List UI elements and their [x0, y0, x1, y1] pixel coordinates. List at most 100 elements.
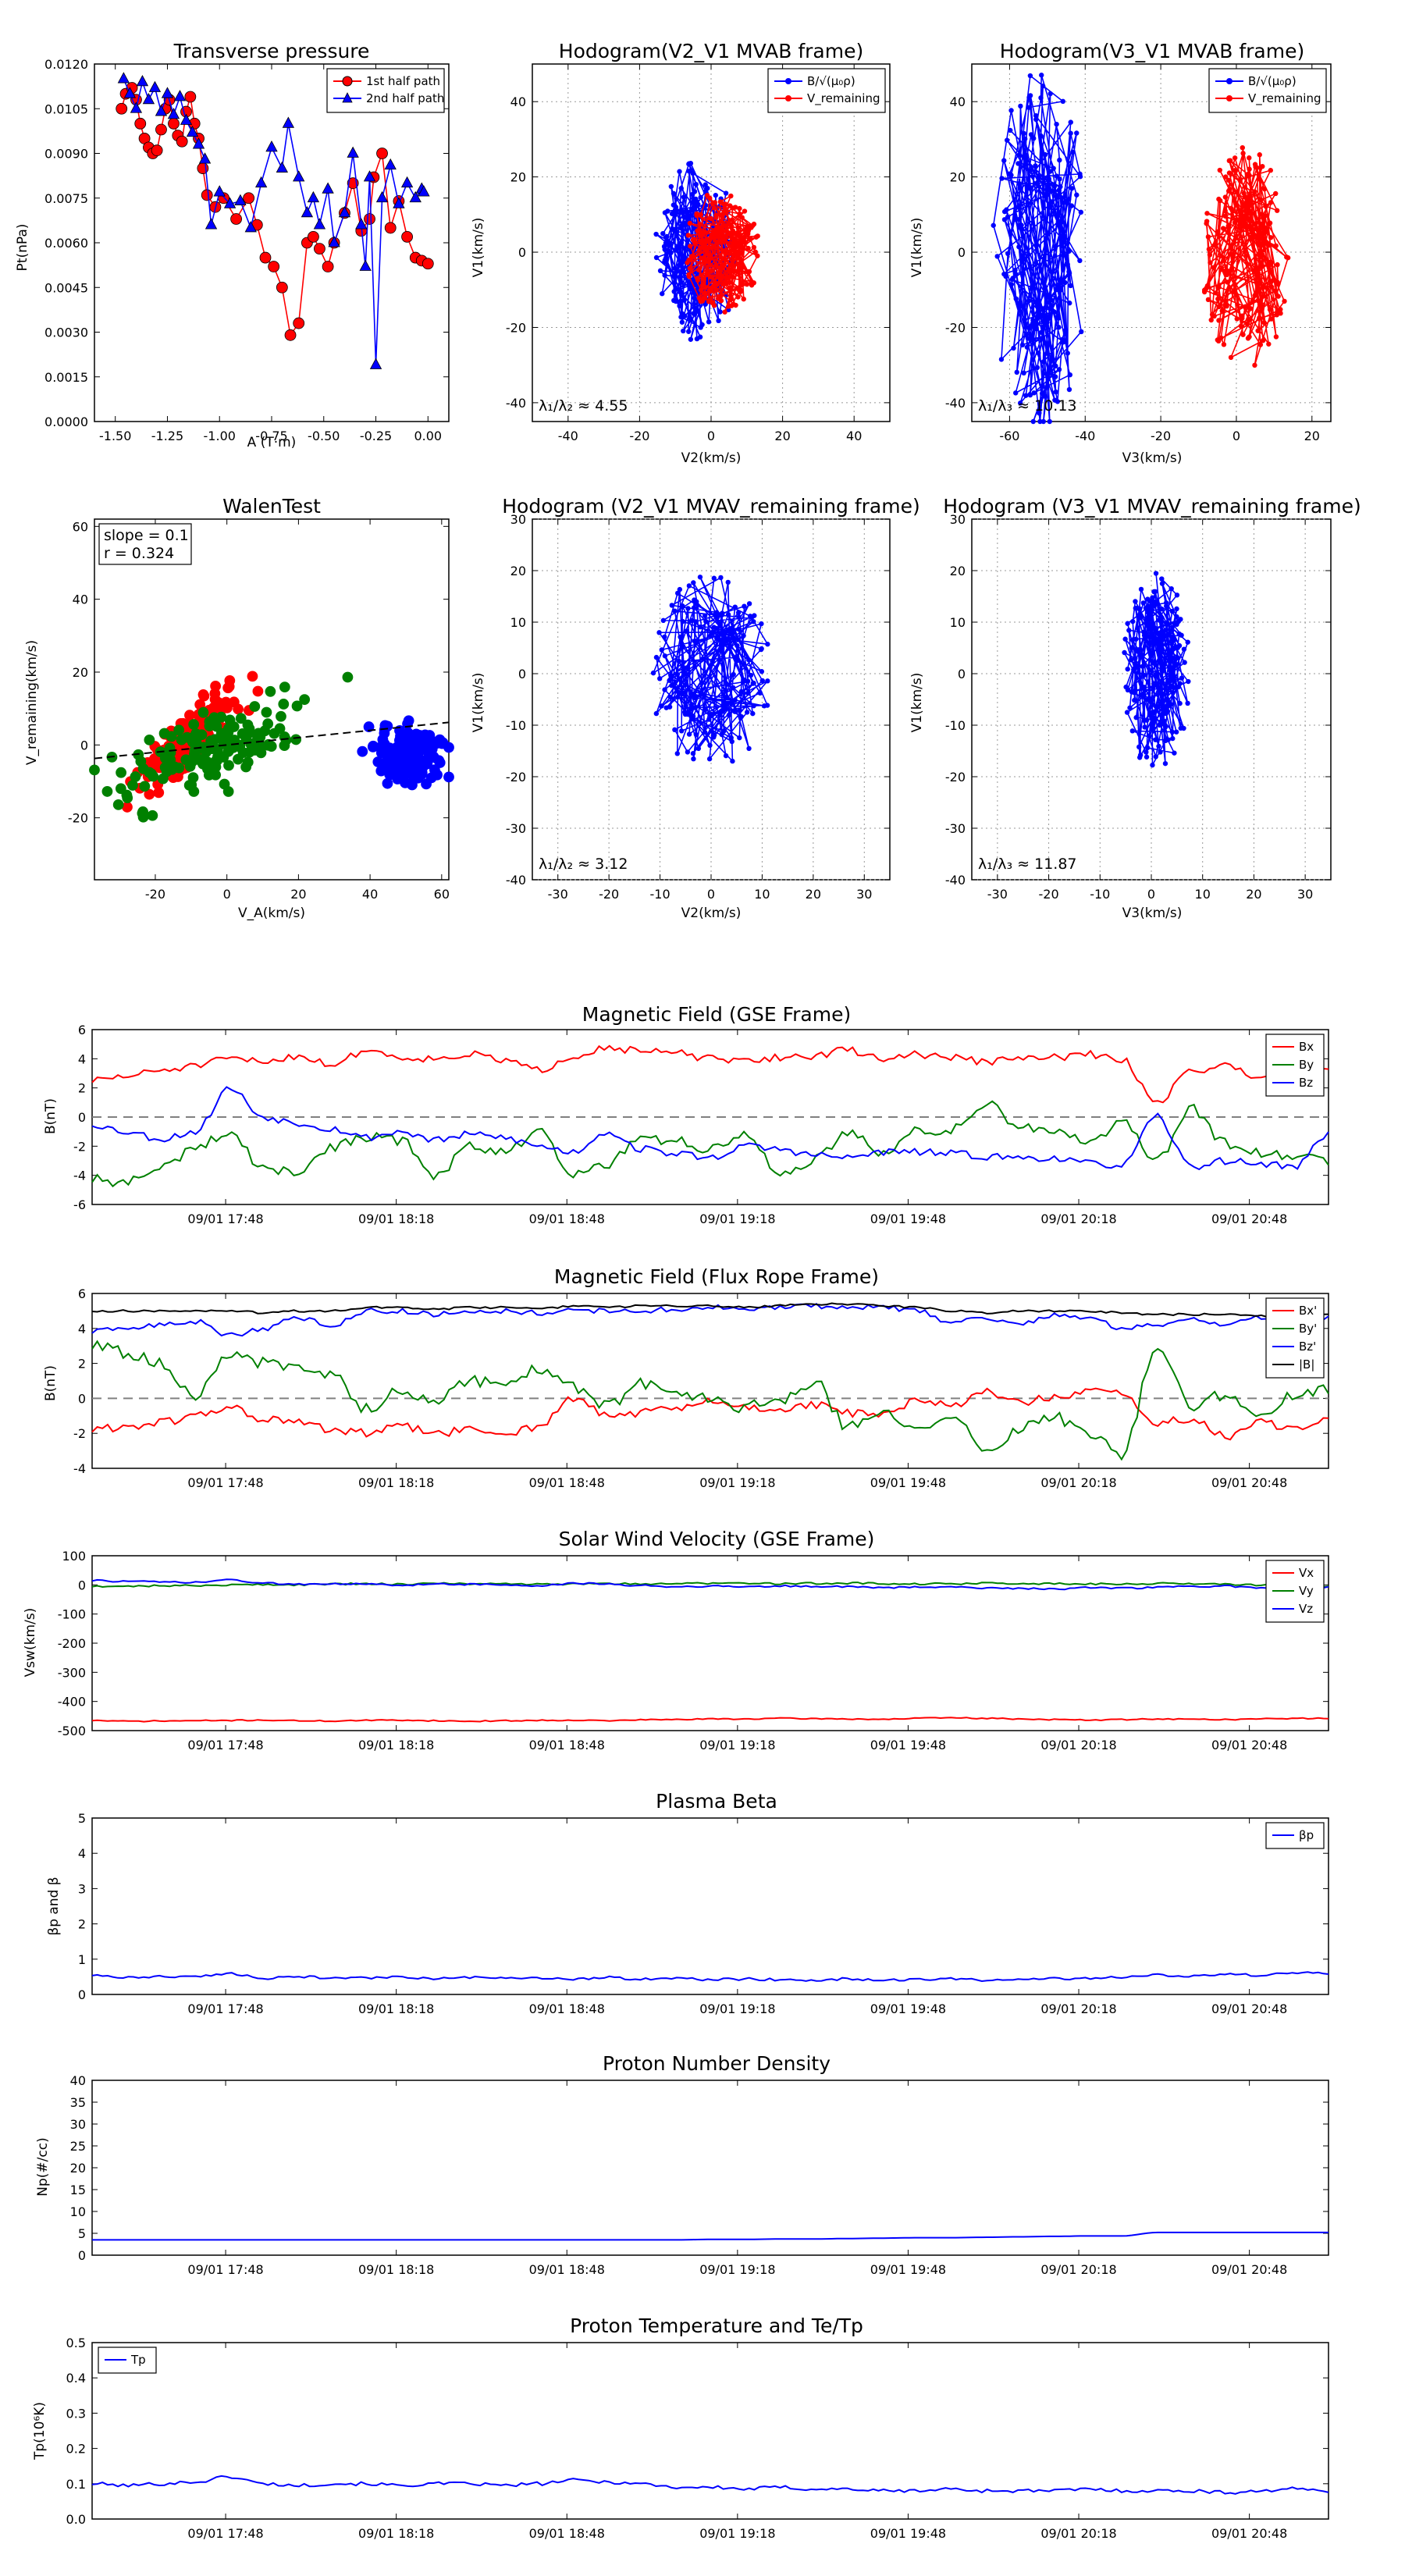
data-point — [692, 605, 697, 610]
y-tick-label: 0.0000 — [44, 415, 88, 429]
x-axis-label: A (T·m) — [247, 435, 297, 450]
data-point — [1172, 750, 1177, 756]
data-point — [1019, 227, 1025, 233]
x-tick-label: 09/01 20:48 — [1211, 1738, 1287, 1752]
data-point — [691, 311, 696, 316]
data-point — [1051, 309, 1057, 315]
data-point — [1272, 288, 1278, 294]
data-point — [400, 176, 414, 188]
panel-title: Transverse pressure — [173, 40, 370, 62]
data-point — [1074, 130, 1080, 136]
data-point — [1204, 283, 1211, 289]
data-point — [1140, 684, 1146, 690]
data-point — [1130, 689, 1136, 696]
data-point — [674, 244, 681, 250]
data-point — [293, 317, 305, 329]
data-point — [1240, 315, 1245, 321]
x-tick-label: 09/01 18:18 — [358, 1475, 434, 1490]
data-point — [711, 575, 717, 581]
data-point — [718, 218, 724, 224]
x-tick-label: -10 — [650, 887, 670, 902]
data-point — [686, 169, 692, 174]
data-point — [223, 197, 237, 208]
data-point — [265, 741, 277, 752]
data-point — [382, 777, 393, 789]
data-point — [1232, 155, 1238, 161]
data-point — [662, 634, 667, 640]
data-point — [1025, 336, 1031, 341]
data-point — [1282, 298, 1287, 304]
data-point — [1215, 296, 1221, 302]
data-point — [1157, 635, 1162, 642]
data-point — [1017, 185, 1023, 191]
data-point — [664, 233, 670, 240]
data-point — [1144, 749, 1149, 755]
solar-wind-velocity-panel: Solar Wind Velocity (GSE Frame) Vsw(km/s… — [23, 1528, 1329, 1752]
data-point — [1246, 317, 1251, 322]
data-point — [671, 289, 677, 294]
data-point — [1068, 283, 1073, 289]
x-tick-label: 40 — [846, 429, 862, 443]
data-point — [690, 713, 696, 719]
data-point — [1057, 157, 1062, 163]
data-point — [1040, 84, 1046, 89]
data-point — [1139, 692, 1145, 698]
data-point — [1044, 319, 1050, 326]
data-point — [759, 678, 765, 684]
data-point — [184, 91, 197, 103]
data-point — [1245, 172, 1250, 177]
data-point — [1001, 208, 1008, 215]
data-point — [117, 72, 130, 84]
legend-label: By — [1299, 1058, 1314, 1072]
y-tick-label: -40 — [945, 873, 966, 888]
data-point — [268, 261, 280, 272]
y-tick-label: -30 — [945, 821, 966, 836]
data-point — [738, 250, 744, 256]
y-tick-label: 30 — [950, 512, 966, 527]
data-point — [656, 630, 662, 635]
data-point — [676, 262, 682, 269]
data-point — [726, 221, 731, 227]
data-point — [176, 135, 188, 148]
data-point — [668, 183, 674, 190]
legend-label: Vz — [1299, 1602, 1313, 1616]
data-point — [210, 680, 222, 692]
data-point — [1067, 372, 1072, 378]
data-point — [1048, 297, 1054, 303]
data-point — [684, 665, 690, 671]
data-point — [676, 658, 682, 664]
data-point — [1224, 304, 1229, 309]
data-point — [1044, 350, 1050, 356]
data-point — [1156, 743, 1161, 749]
series-line-Vz — [91, 1578, 1329, 1591]
data-point — [1223, 268, 1229, 273]
data-point — [687, 220, 693, 226]
data-point — [720, 213, 725, 219]
data-point — [342, 671, 354, 683]
data-point — [725, 275, 731, 281]
data-point — [1159, 576, 1165, 582]
plot-frame — [91, 1555, 1329, 1731]
y-tick-label: 25 — [70, 2139, 86, 2154]
data-point — [1027, 186, 1033, 191]
data-point — [1058, 184, 1063, 190]
data-point — [695, 267, 702, 272]
data-point — [411, 756, 423, 768]
data-point — [1140, 664, 1145, 669]
data-point — [1176, 631, 1182, 637]
data-point — [1232, 219, 1238, 226]
data-point — [712, 200, 718, 205]
data-point — [661, 259, 667, 265]
data-point — [718, 276, 724, 282]
data-point — [219, 778, 230, 790]
data-point — [991, 222, 996, 228]
data-point — [737, 735, 742, 741]
x-tick-label: 09/01 18:18 — [358, 1212, 434, 1226]
data-point — [1181, 646, 1187, 652]
y-tick-label: -20 — [506, 320, 526, 335]
data-point — [1159, 606, 1165, 612]
data-point — [1016, 180, 1022, 187]
x-axis-label: V2(km/s) — [681, 906, 742, 921]
data-point — [1223, 174, 1229, 180]
y-tick-label: -40 — [506, 873, 526, 888]
